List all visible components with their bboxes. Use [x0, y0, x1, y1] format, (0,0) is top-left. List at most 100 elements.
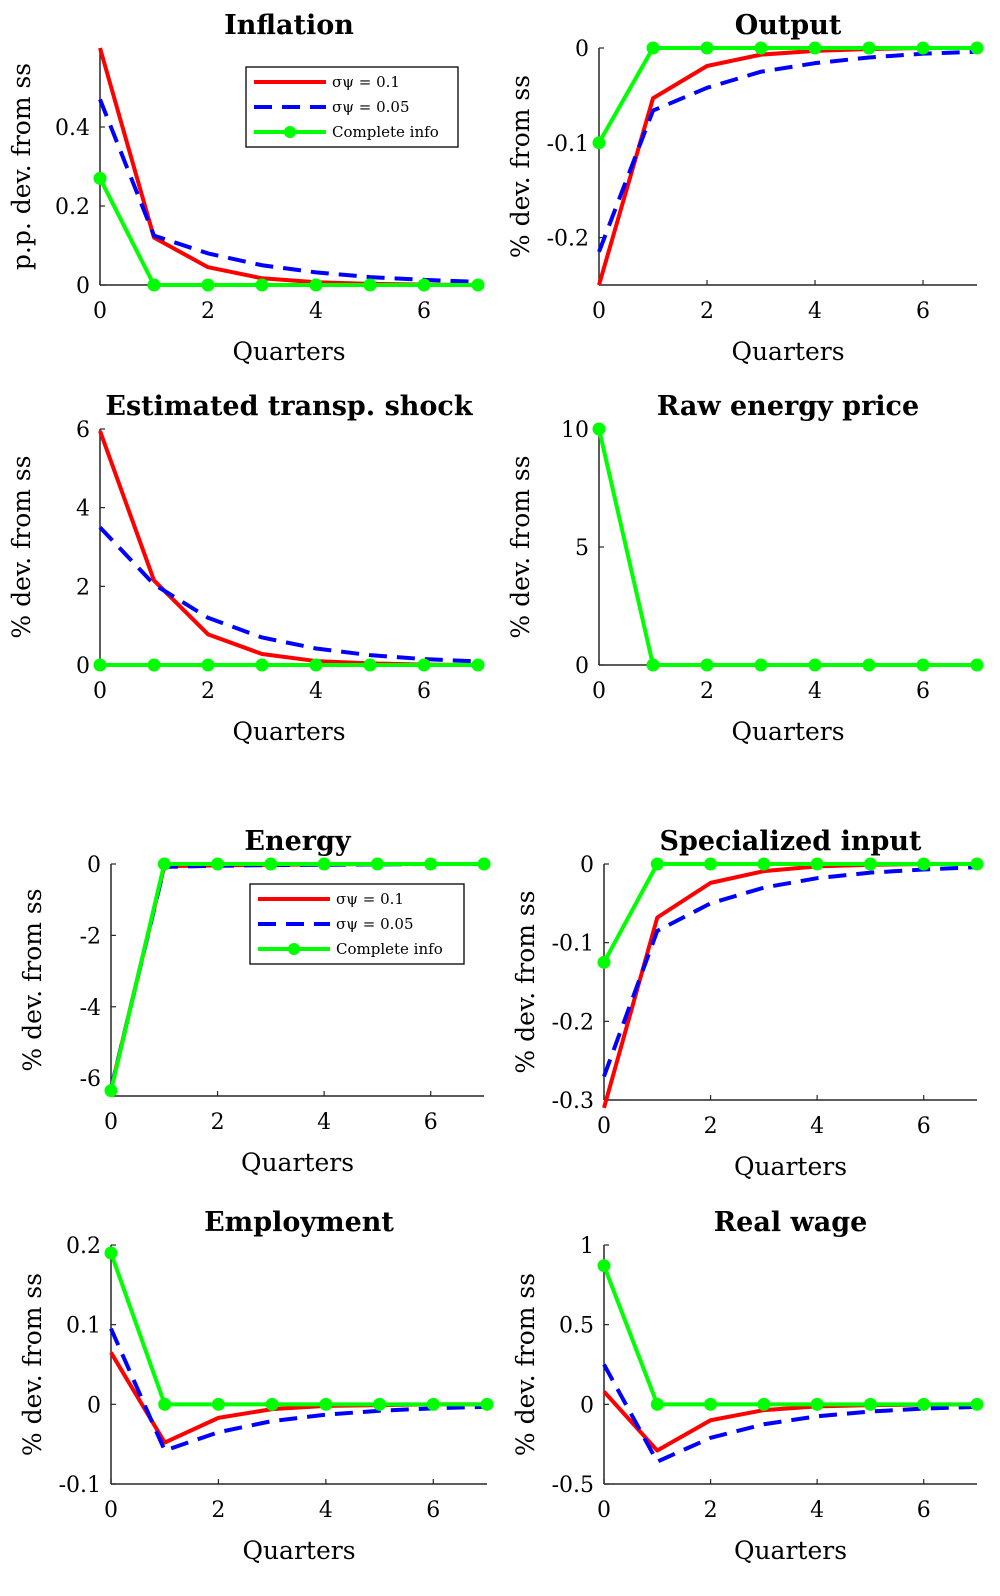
x-tick-label: 6	[424, 1110, 438, 1135]
x-tick-label: 0	[592, 299, 606, 324]
x-axis-label: Quarters	[232, 717, 345, 746]
series-point	[147, 658, 161, 672]
x-tick-label: 6	[916, 299, 930, 324]
x-tick-label: 0	[597, 1498, 611, 1523]
legend-entry: Complete info	[336, 940, 443, 958]
x-tick-label: 4	[309, 679, 323, 704]
x-axis-label: Quarters	[734, 1536, 847, 1565]
y-tick-label: 6	[76, 418, 90, 443]
series-point	[158, 1397, 172, 1411]
y-tick-label: 0	[87, 1393, 101, 1418]
x-axis-label: Quarters	[734, 1152, 847, 1181]
series-line	[602, 865, 978, 1078]
y-tick-label: 0	[580, 1393, 594, 1418]
y-tick-label: 10	[561, 418, 589, 443]
series-point	[370, 857, 384, 871]
series-point	[863, 1397, 877, 1411]
x-tick-label: 6	[917, 1498, 931, 1523]
series-point	[201, 658, 215, 672]
series-line	[597, 46, 977, 286]
x-axis-label: Quarters	[232, 337, 345, 366]
x-axis-label: Quarters	[241, 1148, 354, 1177]
x-tick-label: 4	[808, 299, 822, 324]
series-point	[255, 278, 269, 292]
legend-entry: σψ = 0.1	[332, 73, 400, 91]
legend-entry: σψ = 0.1	[336, 890, 404, 908]
series-point	[317, 857, 331, 871]
x-tick-label: 4	[808, 679, 822, 704]
y-tick-label: -0.1	[552, 932, 594, 957]
x-tick-label: 4	[810, 1498, 824, 1523]
series-point	[211, 1397, 225, 1411]
panel-title: Employment	[204, 1207, 394, 1238]
series-point	[646, 658, 660, 672]
series-line	[98, 525, 479, 664]
x-tick-label: 2	[211, 1110, 225, 1135]
series-point	[147, 278, 161, 292]
series-point	[970, 41, 984, 55]
series-point	[754, 41, 768, 55]
y-tick-label: 0	[87, 853, 101, 878]
y-tick-label: -2	[80, 924, 101, 949]
series-point	[426, 1397, 440, 1411]
x-tick-label: 4	[319, 1498, 333, 1523]
y-tick-label: 0.2	[55, 195, 90, 220]
series-point	[810, 857, 824, 871]
series-line	[597, 49, 978, 253]
series-point	[309, 278, 323, 292]
y-tick-label: -6	[80, 1067, 101, 1092]
y-tick-label: 0	[76, 654, 90, 679]
series-point	[309, 658, 323, 672]
y-tick-label: 1	[580, 1234, 594, 1259]
series-point	[754, 658, 768, 672]
y-tick-label: -0.5	[552, 1473, 594, 1498]
x-tick-label: 2	[211, 1498, 225, 1523]
x-tick-label: 6	[417, 299, 431, 324]
series-point	[424, 857, 438, 871]
legend-entry: σψ = 0.05	[336, 915, 414, 933]
legend-entry: σψ = 0.05	[332, 98, 410, 116]
y-axis-label: % dev. from ss	[511, 890, 540, 1073]
y-tick-label: -0.2	[552, 1010, 594, 1035]
series-line	[98, 177, 478, 287]
series-point	[93, 658, 107, 672]
series-point	[862, 658, 876, 672]
y-axis-label: p.p. dev. from ss	[7, 63, 36, 270]
series-point	[471, 278, 485, 292]
y-axis-label: % dev. from ss	[18, 1273, 47, 1456]
series-point	[480, 1397, 494, 1411]
series-point	[863, 857, 877, 871]
series-point	[417, 278, 431, 292]
series-point	[477, 857, 491, 871]
series-point	[363, 658, 377, 672]
x-axis-label: Quarters	[731, 337, 844, 366]
x-tick-label: 0	[104, 1498, 118, 1523]
y-axis-label: % dev. from ss	[18, 888, 47, 1071]
series-point	[471, 658, 485, 672]
legend: σψ = 0.1 σψ = 0.05 Complete info	[245, 66, 459, 148]
series-point	[704, 857, 718, 871]
y-axis-label: % dev. from ss	[511, 1273, 540, 1456]
x-tick-label: 2	[700, 299, 714, 324]
series-point	[201, 278, 215, 292]
series-point	[597, 955, 611, 969]
series-line	[109, 1327, 488, 1453]
legend: σψ = 0.1 σψ = 0.05 Complete info	[249, 883, 465, 965]
series-point	[808, 658, 822, 672]
x-tick-label: 0	[592, 679, 606, 704]
series-point	[363, 278, 377, 292]
series-point	[700, 658, 714, 672]
series-point	[157, 857, 171, 871]
y-tick-label: -0.3	[552, 1089, 594, 1114]
x-tick-label: 6	[426, 1498, 440, 1523]
x-tick-label: 6	[916, 679, 930, 704]
panel-title: Specialized input	[660, 826, 922, 857]
series-point	[917, 1397, 931, 1411]
panel-2: Estimated transp. shock 0 2 4 6 0 2 4 6 Quarters%…	[7, 391, 485, 746]
x-tick-label: 2	[704, 1114, 718, 1139]
series-line	[602, 1363, 978, 1464]
series-line	[602, 1264, 977, 1407]
panel-title: Raw energy price	[657, 391, 919, 422]
y-tick-label: -4	[80, 996, 101, 1021]
